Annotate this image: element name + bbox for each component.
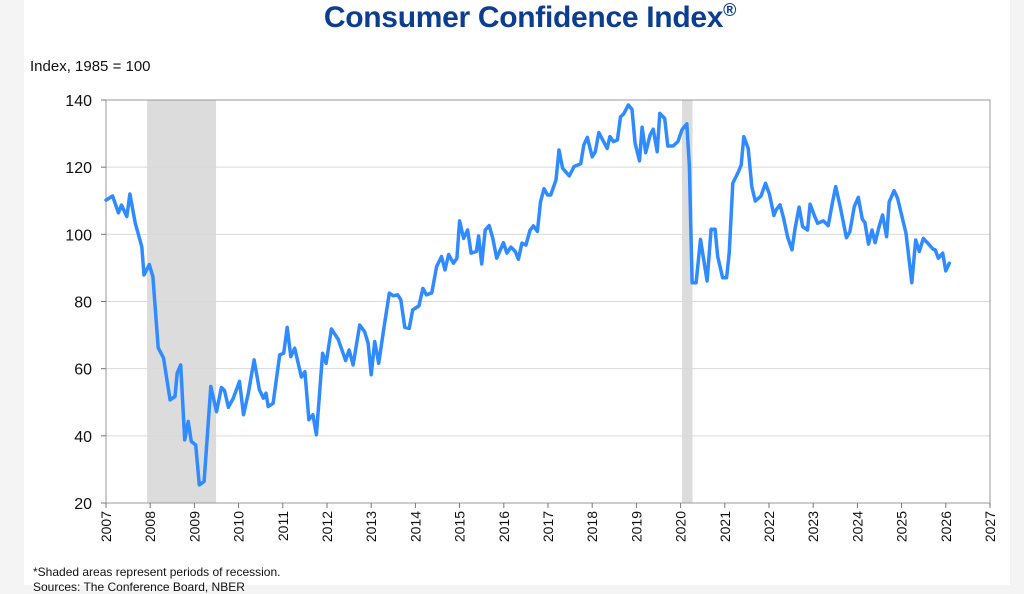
x-tick-label: 2026 xyxy=(938,511,954,542)
x-tick-label: 2010 xyxy=(231,511,247,542)
x-tick-label: 2023 xyxy=(805,511,821,542)
registered-mark: ® xyxy=(723,0,737,20)
x-tick-label: 2024 xyxy=(849,511,865,542)
x-tick-label: 2027 xyxy=(982,511,998,542)
x-tick-label: 2018 xyxy=(584,511,600,542)
recession-footnote: *Shaded areas represent periods of reces… xyxy=(33,565,281,579)
chart-title: Consumer Confidence Index® xyxy=(0,0,1024,35)
x-tick-label: 2008 xyxy=(142,511,158,542)
series xyxy=(104,103,952,487)
y-tick-label: 140 xyxy=(65,93,92,110)
y-axis-label: Index, 1985 = 100 xyxy=(30,58,151,75)
x-tick-label: 2014 xyxy=(407,511,423,542)
y-tick-label: 120 xyxy=(65,160,92,177)
x-tick-label: 2025 xyxy=(894,511,910,542)
x-tick-label: 2007 xyxy=(98,511,114,542)
y-tick-label: 20 xyxy=(74,496,92,513)
x-tick-label: 2017 xyxy=(540,511,556,542)
x-tick-label: 2022 xyxy=(761,511,777,542)
x-tick-label: 2013 xyxy=(363,511,379,542)
x-tick-label: 2009 xyxy=(186,511,202,542)
y-tick-label: 80 xyxy=(74,295,92,312)
series-line xyxy=(104,103,952,487)
x-tick-label: 2016 xyxy=(496,511,512,542)
x-axis: 2007 2008 2009 2010 2011 2012 2013 2014 2015 2016… xyxy=(98,503,998,542)
x-tick-label: 2015 xyxy=(452,511,468,542)
y-axis: 20 40 60 80 100 120 140 xyxy=(65,93,106,513)
chart-title-text: Consumer Confidence Index xyxy=(323,1,724,34)
source-footnote: Sources: The Conference Board, NBER xyxy=(33,580,245,594)
y-tick-label: 60 xyxy=(74,362,92,379)
y-tick-label: 100 xyxy=(65,227,92,244)
x-tick-label: 2011 xyxy=(275,511,291,541)
x-tick-label: 2020 xyxy=(673,511,689,542)
gridlines xyxy=(106,166,990,437)
x-tick-label: 2019 xyxy=(628,511,644,542)
y-tick-label: 40 xyxy=(74,429,92,446)
x-tick-label: 2021 xyxy=(717,511,733,542)
x-tick-label: 2012 xyxy=(319,511,335,542)
